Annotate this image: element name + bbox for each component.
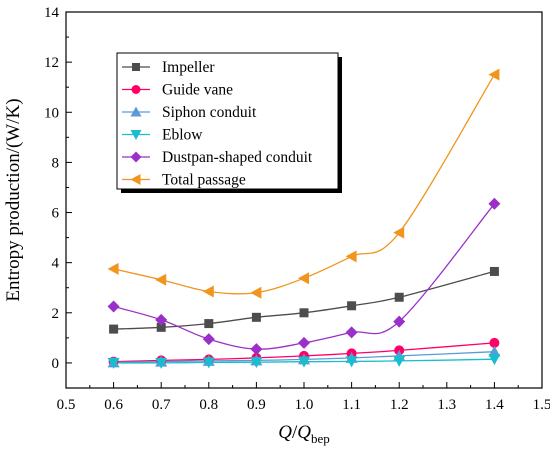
x-tick-label: 0.7: [152, 397, 171, 413]
data-point-4: [250, 343, 263, 356]
y-tick-label: 0: [52, 356, 60, 372]
legend-label-0: Impeller: [162, 59, 215, 76]
series-markers: [107, 68, 501, 369]
legend: Impeller Guide vane Siphon conduit Eblow Dus…: [116, 52, 342, 193]
x-tick-label: 0.6: [104, 397, 123, 413]
x-axis-title-q2: Q: [297, 422, 311, 443]
data-point-5: [202, 285, 214, 298]
data-point-4: [345, 326, 358, 339]
legend-label-2: Siphon conduit: [162, 104, 257, 121]
data-point-4: [155, 313, 168, 326]
data-point-0: [251, 312, 261, 322]
data-point-3: [250, 357, 263, 369]
data-point-5: [107, 262, 119, 275]
x-tick-label: 1.4: [485, 397, 504, 413]
legend-marker-3: [130, 130, 142, 140]
y-tick-label: 12: [44, 55, 59, 71]
legend-box: [116, 52, 339, 190]
data-point-4: [488, 197, 501, 210]
y-tick-label: 6: [52, 206, 60, 222]
data-point-5: [250, 286, 262, 299]
data-point-5: [155, 273, 167, 286]
x-tick-label: 1.0: [295, 397, 314, 413]
data-point-3: [298, 356, 310, 368]
data-point-5: [298, 272, 309, 285]
legend-label-4: Dustpan-shaped conduit: [162, 149, 313, 166]
data-point-2: [488, 345, 501, 357]
x-axis-title-slash: /: [292, 422, 298, 443]
legend-marker-5: [130, 174, 141, 185]
data-point-0: [347, 301, 357, 311]
data-point-3: [488, 354, 501, 366]
data-point-0: [394, 292, 404, 302]
x-tick-label: 0.9: [247, 397, 266, 413]
data-point-3: [202, 357, 215, 369]
y-tick-label: 2: [52, 306, 60, 322]
axis-ticks: 0.5 0.6 0.7 0.8 0.9 1.0 1.1 1.2 1.3 1.4 1.5 0 2 4 6 8 10…: [44, 5, 550, 413]
x-tick-label: 1.1: [342, 397, 361, 413]
legend-marker-4: [130, 151, 142, 163]
legend-label-3: Eblow: [162, 127, 203, 144]
x-tick-label: 1.3: [437, 397, 456, 413]
data-point-0: [109, 324, 119, 334]
x-tick-label: 1.5: [533, 397, 550, 413]
data-point-0: [489, 266, 499, 276]
data-point-5: [393, 226, 405, 239]
data-point-0: [204, 319, 214, 329]
data-point-4: [107, 300, 120, 313]
x-tick-label: 0.8: [199, 397, 218, 413]
data-point-4: [393, 315, 406, 328]
data-point-4: [202, 333, 215, 346]
legend-marker-1: [131, 85, 141, 94]
data-point-5: [345, 250, 357, 263]
legend-marker-2: [130, 106, 142, 117]
x-axis-title: Q/Qbep: [278, 422, 330, 446]
y-tick-label: 10: [44, 105, 59, 121]
data-point-0: [156, 322, 166, 332]
legend-label-5: Total passage: [162, 172, 246, 189]
y-tick-label: 8: [52, 155, 60, 171]
y-tick-label: 14: [44, 5, 60, 21]
x-tick-label: 1.2: [390, 397, 409, 413]
legend-marker-0: [132, 63, 140, 71]
data-point-0: [299, 308, 309, 318]
legend-label-1: Guide vane: [162, 82, 233, 99]
data-point-3: [155, 357, 168, 369]
y-tick-label: 4: [52, 256, 60, 272]
x-tick-label: 0.5: [57, 397, 76, 413]
data-point-3: [393, 355, 406, 367]
data-point-3: [107, 357, 120, 369]
series-line-4: [113, 203, 495, 350]
x-axis-title-sub: bep: [311, 431, 330, 446]
data-point-4: [298, 336, 310, 349]
data-point-5: [488, 68, 500, 81]
data-point-1: [489, 337, 500, 348]
data-point-3: [345, 356, 358, 368]
x-axis-title-q: Q: [278, 422, 292, 443]
y-axis-title: Entropy production/(W/K): [3, 98, 24, 301]
